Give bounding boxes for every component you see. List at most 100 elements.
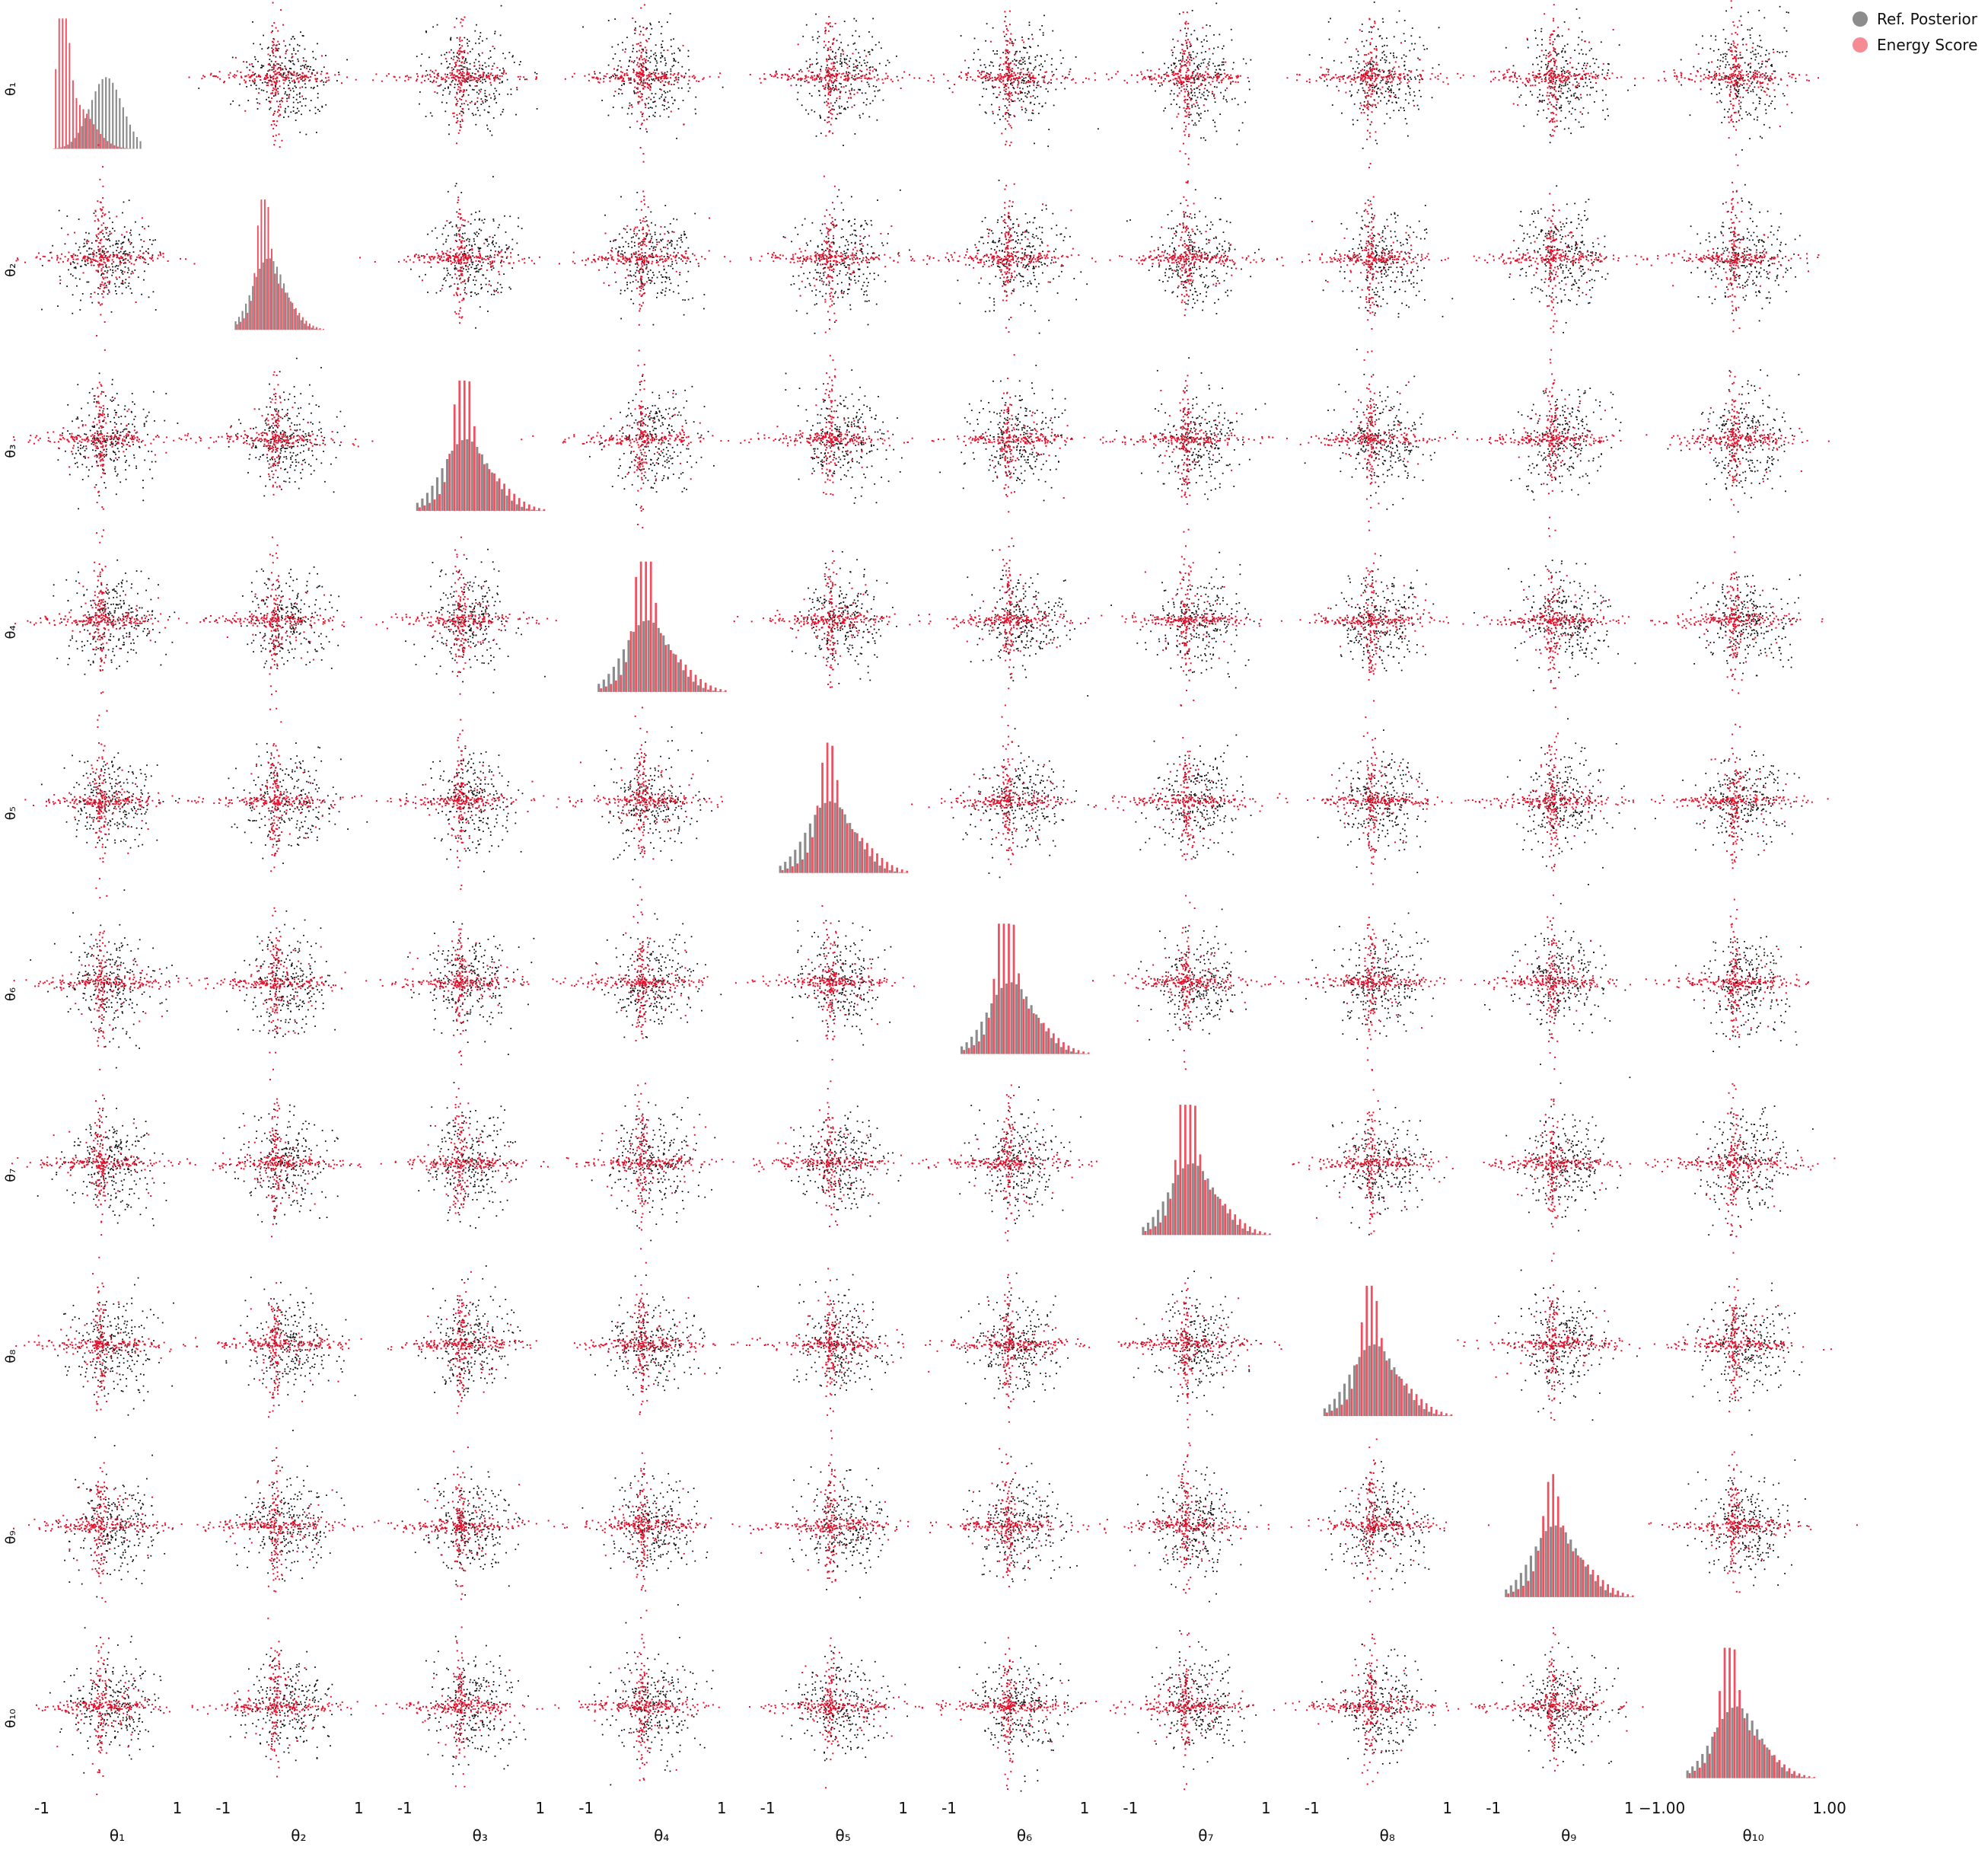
ref-point <box>834 56 836 58</box>
energy-point <box>278 115 279 116</box>
ref-point <box>977 49 979 50</box>
energy-point <box>502 73 504 75</box>
energy-point <box>1017 78 1018 79</box>
energy-point <box>645 82 646 84</box>
energy-point <box>1541 49 1543 51</box>
energy-point <box>292 81 293 82</box>
ref-point <box>467 39 468 40</box>
ref-point <box>1409 92 1410 94</box>
energy-point <box>1732 121 1734 123</box>
energy-point <box>301 95 303 97</box>
ref-point <box>847 74 849 75</box>
energy-point <box>1588 73 1589 75</box>
ref-point <box>78 249 79 250</box>
ref-point <box>292 88 294 89</box>
ref-point <box>875 86 877 88</box>
ref-point <box>1750 34 1751 36</box>
ref-point <box>1588 78 1590 80</box>
energy-point <box>1004 74 1005 75</box>
ref-point <box>494 95 495 97</box>
energy-point <box>1373 85 1375 86</box>
ref-point <box>476 91 478 93</box>
ref-point <box>1521 94 1522 96</box>
ref-point <box>667 72 668 73</box>
energy-point <box>1351 78 1352 80</box>
ref-point <box>839 63 841 65</box>
ref-point <box>514 62 515 63</box>
ref-point <box>106 285 107 286</box>
hist-bar-ref <box>98 84 100 148</box>
ref-point <box>502 68 504 69</box>
energy-point <box>462 120 464 122</box>
energy-point <box>462 69 464 70</box>
ref-point <box>1362 41 1363 43</box>
ref-point <box>1761 63 1763 65</box>
energy-point <box>499 75 501 77</box>
energy-point <box>279 104 281 105</box>
ref-point <box>1711 93 1712 94</box>
energy-point <box>495 77 497 78</box>
ref-point <box>1561 85 1563 87</box>
energy-point <box>1556 114 1557 116</box>
energy-point <box>1737 33 1738 35</box>
ref-point <box>485 99 486 100</box>
energy-point <box>1004 76 1005 78</box>
energy-point <box>210 74 212 75</box>
ref-point <box>1018 98 1019 100</box>
energy-point <box>277 111 279 113</box>
ref-point <box>1407 136 1409 137</box>
ref-point <box>1398 110 1400 111</box>
energy-point <box>661 80 663 81</box>
ref-point <box>280 65 282 66</box>
energy-point <box>1324 76 1326 78</box>
ref-point <box>833 90 835 91</box>
energy-point <box>1371 121 1372 123</box>
ref-point <box>1738 89 1740 91</box>
ref-point <box>1545 77 1547 78</box>
energy-point <box>1235 81 1237 83</box>
ref-point <box>1554 89 1556 91</box>
ref-point <box>301 113 302 115</box>
ref-point <box>1233 62 1235 63</box>
energy-point <box>1548 98 1550 100</box>
hist-bar-ref <box>91 100 93 148</box>
energy-point <box>631 61 632 62</box>
energy-point <box>338 74 339 75</box>
energy-point <box>1763 75 1765 76</box>
ref-point <box>1574 49 1575 51</box>
energy-point <box>670 77 671 78</box>
energy-point <box>1372 27 1373 28</box>
energy-point <box>1186 43 1187 44</box>
hist-bar-ref <box>129 125 131 149</box>
ref-point <box>994 77 996 78</box>
ref-point <box>1741 85 1743 86</box>
ref-point <box>299 92 301 94</box>
energy-point <box>429 74 431 75</box>
ref-point <box>1155 91 1156 92</box>
energy-point <box>408 77 409 78</box>
energy-point <box>1014 78 1015 80</box>
ref-point <box>648 60 649 62</box>
energy-point <box>1005 88 1007 90</box>
energy-point <box>1546 55 1547 56</box>
ref-point <box>107 239 108 241</box>
energy-point <box>1739 97 1741 98</box>
energy-point <box>372 79 374 81</box>
ref-point <box>853 18 855 20</box>
energy-point <box>620 66 622 68</box>
ref-point <box>1709 48 1711 49</box>
ref-point <box>448 133 450 135</box>
ref-point <box>671 97 673 98</box>
energy-point <box>1556 75 1558 77</box>
ref-point <box>305 64 307 65</box>
ref-point <box>1395 94 1397 96</box>
energy-point <box>430 76 432 78</box>
ref-point <box>1373 62 1375 63</box>
energy-point <box>800 78 801 79</box>
energy-point <box>273 69 275 70</box>
energy-point <box>1192 73 1193 75</box>
ref-point <box>665 81 667 83</box>
ref-point <box>1244 101 1246 103</box>
energy-point <box>269 79 271 81</box>
ref-point <box>1759 103 1760 104</box>
